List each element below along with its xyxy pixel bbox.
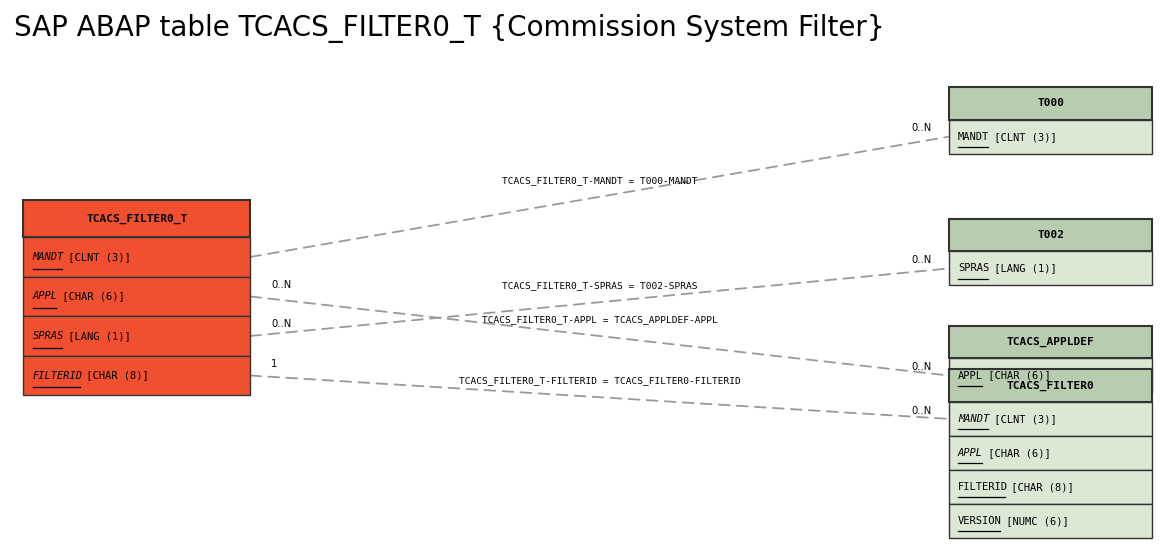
Text: TCACS_FILTER0: TCACS_FILTER0 [1007, 380, 1094, 390]
Text: FILTERID: FILTERID [33, 371, 83, 380]
Bar [949, 219, 1152, 251]
Text: 0..N: 0..N [911, 255, 931, 265]
Bar [949, 436, 1152, 470]
Text: TCACS_FILTER0_T-APPL = TCACS_APPLDEF-APPL: TCACS_FILTER0_T-APPL = TCACS_APPLDEF-APP… [482, 315, 717, 324]
Text: [CLNT (3)]: [CLNT (3)] [987, 414, 1057, 424]
Bar [949, 326, 1152, 358]
Text: 0..N: 0..N [911, 406, 931, 416]
Text: [CHAR (8)]: [CHAR (8)] [80, 371, 149, 380]
Text: SPRAS: SPRAS [33, 331, 64, 341]
Bar [23, 316, 250, 356]
Bar [949, 504, 1152, 538]
Text: [CHAR (6)]: [CHAR (6)] [56, 292, 125, 301]
Text: TCACS_FILTER0_T-FILTERID = TCACS_FILTER0-FILTERID: TCACS_FILTER0_T-FILTERID = TCACS_FILTER0… [459, 376, 740, 385]
Bar [949, 87, 1152, 120]
Text: TCACS_FILTER0_T: TCACS_FILTER0_T [86, 214, 187, 223]
Text: 0..N: 0..N [271, 280, 291, 290]
Bar [949, 470, 1152, 504]
Text: T000: T000 [1037, 98, 1064, 108]
Text: APPL: APPL [33, 292, 57, 301]
Bar [23, 356, 250, 395]
Text: MANDT: MANDT [33, 252, 64, 262]
Text: 0..N: 0..N [271, 320, 291, 329]
Text: APPL: APPL [958, 448, 982, 458]
Text: FILTERID: FILTERID [958, 482, 1008, 492]
Text: 1: 1 [271, 359, 277, 369]
Text: TCACS_APPLDEF: TCACS_APPLDEF [1007, 337, 1094, 347]
Text: TCACS_FILTER0_T-MANDT = T000-MANDT: TCACS_FILTER0_T-MANDT = T000-MANDT [502, 176, 697, 184]
Text: [CLNT (3)]: [CLNT (3)] [987, 132, 1057, 142]
Bar [23, 277, 250, 316]
Bar [23, 200, 250, 237]
Bar [23, 237, 250, 277]
Text: [CHAR (8)]: [CHAR (8)] [1006, 482, 1074, 492]
Text: VERSION: VERSION [958, 516, 1002, 526]
Text: T002: T002 [1037, 230, 1064, 240]
Text: 0..N: 0..N [911, 362, 931, 372]
Bar [949, 120, 1152, 154]
Text: MANDT: MANDT [958, 132, 989, 142]
Bar [949, 251, 1152, 285]
Text: [CLNT (3)]: [CLNT (3)] [63, 252, 132, 262]
Text: SAP ABAP table TCACS_FILTER0_T {Commission System Filter}: SAP ABAP table TCACS_FILTER0_T {Commissi… [14, 14, 885, 43]
Text: 0..N: 0..N [911, 124, 931, 133]
Text: [CHAR (6)]: [CHAR (6)] [981, 448, 1050, 458]
Text: TCACS_FILTER0_T-SPRAS = T002-SPRAS: TCACS_FILTER0_T-SPRAS = T002-SPRAS [502, 281, 697, 290]
Text: [NUMC (6)]: [NUMC (6)] [1000, 516, 1069, 526]
Text: APPL: APPL [958, 371, 982, 380]
Text: [LANG (1)]: [LANG (1)] [63, 331, 132, 341]
Text: [LANG (1)]: [LANG (1)] [987, 264, 1057, 273]
Bar [949, 369, 1152, 402]
Text: SPRAS: SPRAS [958, 264, 989, 273]
Text: [CHAR (6)]: [CHAR (6)] [981, 371, 1050, 380]
Text: MANDT: MANDT [958, 414, 989, 424]
Bar [949, 358, 1152, 393]
Bar [949, 402, 1152, 436]
